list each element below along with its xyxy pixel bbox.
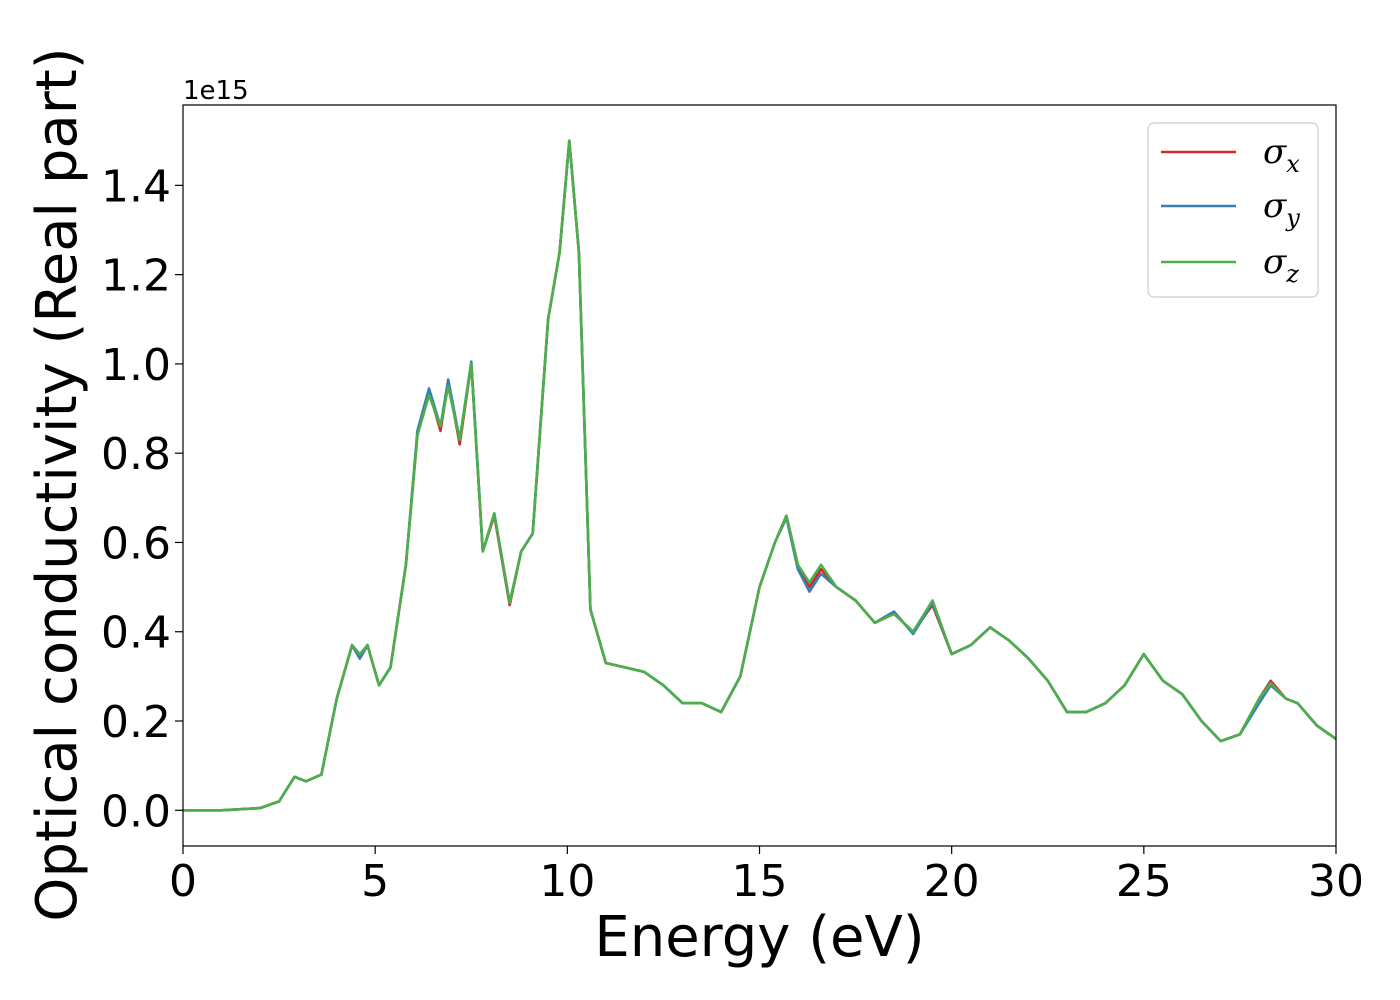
x-tick-label: 25 bbox=[1116, 856, 1172, 907]
y-tick-label: 1.0 bbox=[101, 340, 171, 391]
x-tick-label: 30 bbox=[1308, 856, 1364, 907]
y-tick-label: 0.8 bbox=[101, 429, 171, 480]
y-tick-label: 0.2 bbox=[101, 697, 171, 748]
y-axis-label: Optical conductivity (Real part) bbox=[25, 47, 90, 921]
legend-entry: σx bbox=[1263, 132, 1300, 178]
x-axis-label: Energy (eV) bbox=[594, 905, 924, 970]
x-tick-label: 0 bbox=[169, 856, 197, 907]
series-layer bbox=[183, 139, 1336, 812]
x-tick-label: 5 bbox=[361, 856, 389, 907]
series-line-3 bbox=[183, 139, 1336, 812]
y-tick-label: 0.6 bbox=[101, 518, 171, 569]
legend-box bbox=[1147, 122, 1319, 298]
x-tick-label: 20 bbox=[924, 856, 980, 907]
y-tick-label: 0.0 bbox=[101, 786, 171, 837]
x-tick-label: 15 bbox=[732, 856, 788, 907]
legend: σx σy σz bbox=[1147, 122, 1319, 298]
y-tick-label: 1.4 bbox=[101, 161, 171, 212]
legend-entry: σz bbox=[1263, 242, 1299, 288]
y-tick-label: 0.4 bbox=[101, 608, 171, 659]
legend-entry: σy bbox=[1263, 186, 1300, 232]
y-offset-label: 1e15 bbox=[183, 76, 249, 106]
y-tick-label: 1.2 bbox=[101, 251, 171, 302]
x-tick-label: 10 bbox=[539, 856, 595, 907]
ticks-layer: 0 5 10 15 20 25 30 0.0 0.2 0.4 0.6 0.8 1.0 1.2 1.4 bbox=[101, 161, 1364, 907]
